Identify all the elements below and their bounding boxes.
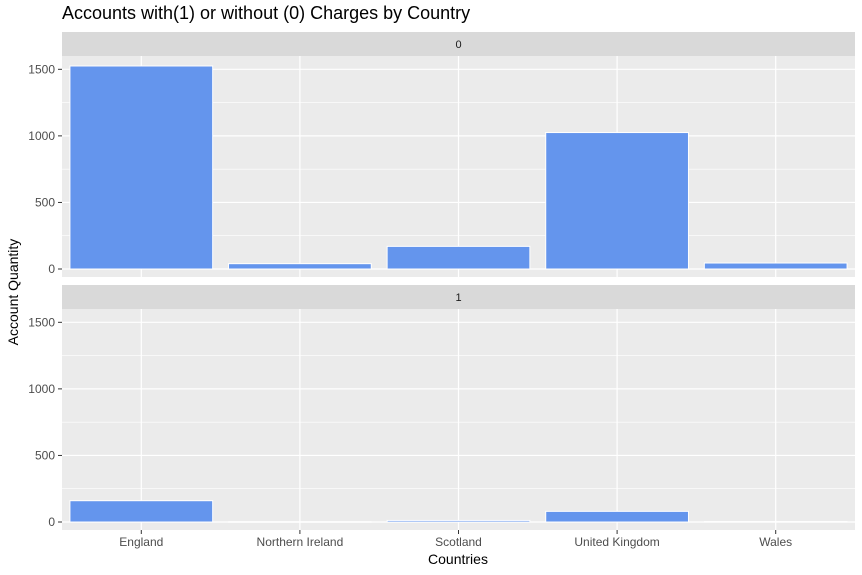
x-tick-label-england: England	[119, 535, 163, 549]
bar-1-northern-ireland	[228, 521, 372, 523]
y-tick-label: 1000	[28, 382, 55, 396]
bar-1-scotland	[386, 519, 531, 523]
y-tick-label: 1500	[28, 315, 55, 329]
y-tick-label: 500	[35, 195, 55, 209]
bar-1-england	[69, 500, 214, 523]
facet-strip-label-1: 1	[455, 292, 461, 304]
chart-title: Accounts with(1) or without (0) Charges …	[62, 3, 471, 23]
y-tick-label: 0	[48, 515, 55, 529]
bar-0-scotland	[386, 245, 531, 270]
y-tick-label: 500	[35, 448, 55, 462]
bar-1-united-kingdom	[545, 510, 689, 523]
x-tick-label-united-kingdom: United Kingdom	[574, 535, 659, 549]
y-tick-label: 1000	[28, 129, 55, 143]
bar-0-united-kingdom	[545, 132, 689, 270]
bar-0-england	[69, 65, 214, 270]
x-tick-label-scotland: Scotland	[435, 535, 482, 549]
x-tick-label-northern-ireland: Northern Ireland	[257, 535, 344, 549]
y-tick-label: 0	[48, 262, 55, 276]
bar-0-northern-ireland	[228, 263, 372, 270]
y-axis-title: Account Quantity	[5, 239, 21, 346]
y-tick-label: 1500	[28, 62, 55, 76]
facet-strip-label-0: 0	[455, 39, 461, 51]
facet-strip-0	[62, 32, 855, 56]
x-axis-title: Countries	[428, 551, 488, 567]
facet-strip-1	[62, 285, 855, 309]
x-tick-label-wales: Wales	[759, 535, 792, 549]
bar-1-wales	[703, 521, 848, 523]
bar-0-wales	[703, 262, 848, 270]
